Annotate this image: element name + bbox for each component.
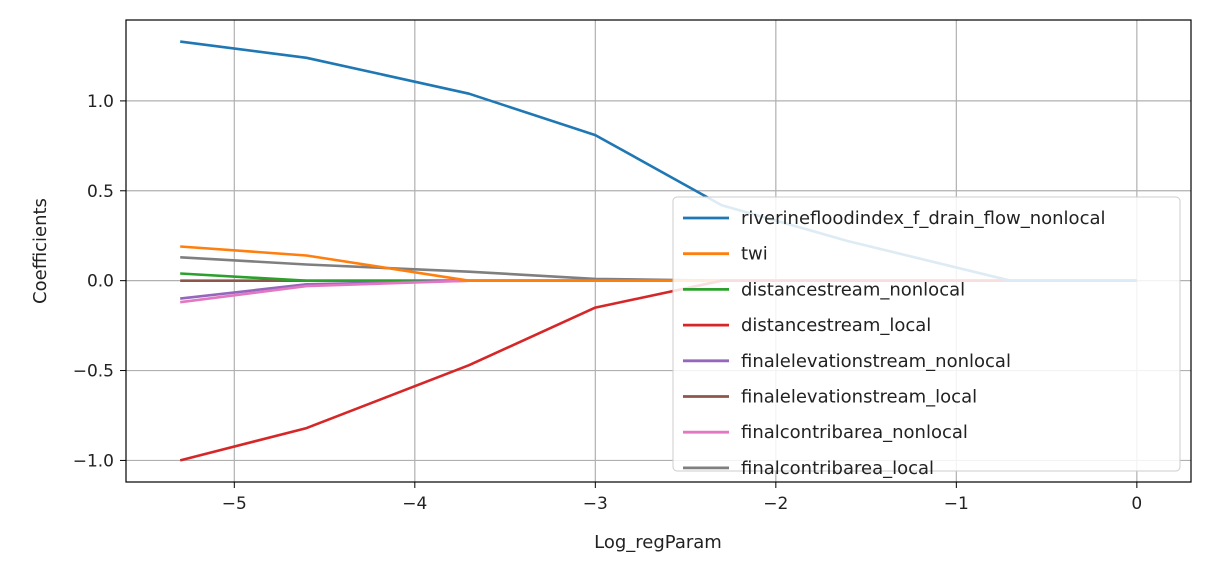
- x-tick-label: −2: [763, 494, 788, 514]
- x-axis-label: Log_regParam: [594, 532, 722, 553]
- x-tick-label: −3: [583, 494, 608, 514]
- y-tick-label: 0.0: [87, 272, 114, 292]
- legend-label: riverinefloodindex_f_drain_flow_nonlocal: [741, 208, 1106, 229]
- y-tick-label: 0.5: [87, 182, 114, 202]
- y-tick-label: 1.0: [87, 92, 114, 112]
- x-tick-label: −5: [222, 494, 247, 514]
- x-axis: −5 −4 −3 −2 −1 0: [222, 482, 1142, 514]
- y-axis-label: Coefficients: [30, 198, 51, 304]
- legend-label: finalelevationstream_local: [741, 387, 977, 408]
- legend-label: twi: [741, 244, 768, 265]
- plot-frame: [125, 19, 1192, 483]
- y-tick-label: −1.0: [73, 451, 114, 471]
- legend: riverinefloodindex_f_drain_flow_nonlocal…: [672, 196, 1181, 479]
- legend-label: finalcontribarea_local: [741, 458, 934, 479]
- x-tick-label: −4: [402, 494, 427, 514]
- legend-label: finalcontribarea_nonlocal: [741, 422, 968, 443]
- legend-label: distancestream_local: [741, 315, 931, 336]
- x-tick-label: 0: [1131, 494, 1142, 514]
- legend-label: finalelevationstream_nonlocal: [741, 351, 1011, 372]
- y-axis: −1.0 −0.5 0.0 0.5 1.0: [73, 92, 126, 471]
- y-tick-label: −0.5: [73, 362, 114, 382]
- legend-box: [672, 196, 1181, 472]
- legend-label: distancestream_nonlocal: [741, 279, 965, 300]
- x-tick-label: −1: [944, 494, 969, 514]
